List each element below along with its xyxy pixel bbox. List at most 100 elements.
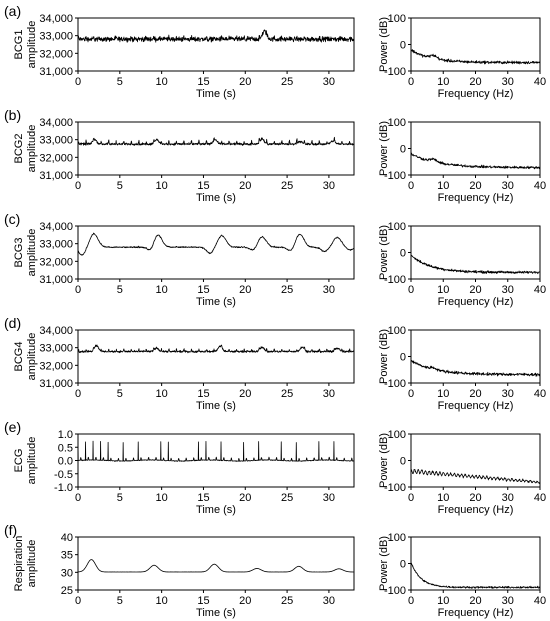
time-x-axis-label: Time (s) [196, 607, 236, 619]
spectrum-plot-frame [410, 329, 541, 384]
time-x-tick-label: 15 [197, 284, 209, 296]
panel-a: (a) 0 5 10 15 20 25 30 31,000 32,000 33,000 34,000 T… [4, 3, 546, 100]
panel-e: (e) 0 5 10 15 20 25 30 -1.0-0.50.0 0.51.0 Time (s)… [4, 419, 546, 516]
spectrum-x-tick-label: 10 [437, 388, 449, 400]
spectrum-x-axis-label: Frequency (Hz) [438, 296, 514, 308]
time-x-axis-label: Time (s) [196, 296, 236, 308]
panel-f: (f) 0 5 10 15 20 25 30 25 30 35 40 Time (s) Respirati… [4, 522, 546, 619]
time-y-axis-label: ECG [13, 449, 25, 473]
time-y-tick-label: 33,000 [39, 135, 73, 147]
time-plot-frame [77, 329, 355, 384]
time-y-tick-label: 33,000 [39, 239, 73, 251]
time-x-tick-label: 30 [323, 76, 335, 88]
time-y-tick-label: 34,000 [39, 13, 73, 25]
time-x-tick-label: 5 [117, 76, 123, 88]
time-signal-line [77, 29, 355, 43]
spectrum-y-tick-label: -100 [384, 274, 406, 286]
time-x-tick-label: 10 [156, 180, 168, 192]
power-spectrum-line [410, 562, 541, 589]
time-x-tick-label: 15 [197, 492, 209, 504]
time-y-tick-label: 31,000 [39, 66, 73, 78]
spectrum-x-axis-label: Frequency (Hz) [438, 400, 514, 412]
time-y-axis-label: amplitude [26, 333, 38, 381]
panel-c: (c) 0 5 10 15 20 25 30 31,000 32,000 33,000 34,000 T… [4, 211, 546, 308]
time-x-tick-label: 10 [156, 492, 168, 504]
spectrum-x-tick-label: 10 [437, 492, 449, 504]
time-x-tick-label: 15 [197, 595, 209, 607]
time-plot-frame [77, 121, 355, 176]
spectrum-plot-frame [410, 433, 541, 488]
spectrum-x-axis-label: Frequency (Hz) [438, 504, 514, 516]
spectrum-x-tick-label: 30 [502, 388, 514, 400]
time-y-axis-label: Respiration [13, 536, 25, 592]
time-x-tick-label: 15 [197, 180, 209, 192]
spectrum-x-axis-label: Frequency (Hz) [438, 88, 514, 100]
time-x-tick-label: 10 [156, 595, 168, 607]
spectrum-x-tick-label: 30 [502, 76, 514, 88]
time-x-tick-label: 0 [75, 180, 81, 192]
time-x-tick-label: 10 [156, 388, 168, 400]
spectrum-x-tick-label: 0 [408, 284, 414, 296]
spectrum-y-tick-label: 0 [400, 40, 406, 52]
spectrum-y-axis-label: Power (dB) [378, 17, 390, 72]
time-x-tick-label: 0 [75, 388, 81, 400]
time-y-tick-label: 32,000 [39, 256, 73, 268]
panel-letter: (c) [4, 211, 20, 227]
spectrum-x-tick-label: 20 [469, 284, 481, 296]
panel-letter: (d) [4, 315, 21, 331]
time-y-axis-label: amplitude [26, 540, 38, 588]
time-y-axis-label: amplitude [26, 229, 38, 277]
time-plot-frame [77, 17, 355, 72]
spectrum-x-tick-label: 20 [469, 492, 481, 504]
time-y-tick-label: 32,000 [39, 360, 73, 372]
time-x-tick-label: 5 [117, 492, 123, 504]
spectrum-y-tick-label: 0 [400, 456, 406, 468]
spectrum-y-tick-label: -100 [384, 66, 406, 78]
spectrum-plot-frame [410, 536, 541, 591]
spectrum-x-tick-label: 0 [408, 76, 414, 88]
time-y-axis-label: BCG4 [13, 342, 25, 372]
time-signal-line [77, 344, 355, 354]
power-spectrum-line [410, 49, 541, 65]
spectrum-y-axis-label: Power (dB) [378, 433, 390, 488]
time-x-tick-label: 30 [323, 284, 335, 296]
time-y-axis-label: BCG2 [13, 134, 25, 164]
spectrum-x-tick-label: 30 [502, 180, 514, 192]
time-x-axis-label: Time (s) [196, 88, 236, 100]
spectrum-y-tick-label: 0 [400, 352, 406, 364]
spectrum-y-tick-label: -100 [384, 170, 406, 182]
time-signal-line [77, 559, 355, 573]
time-x-axis-label: Time (s) [196, 192, 236, 204]
spectrum-x-tick-label: 40 [534, 388, 546, 400]
time-y-tick-label: 34,000 [39, 117, 73, 129]
time-x-tick-label: 25 [281, 180, 293, 192]
spectrum-x-tick-label: 0 [408, 492, 414, 504]
time-x-tick-label: 0 [75, 492, 81, 504]
spectrum-x-tick-label: 0 [408, 388, 414, 400]
spectrum-x-tick-label: 30 [502, 284, 514, 296]
power-spectrum-line [410, 359, 541, 377]
time-x-tick-label: 20 [239, 595, 251, 607]
spectrum-x-tick-label: 20 [469, 595, 481, 607]
time-x-tick-label: 25 [281, 388, 293, 400]
spectrum-x-tick-label: 30 [502, 595, 514, 607]
time-y-tick-label: 25 [61, 585, 73, 597]
time-y-tick-label: 33,000 [39, 31, 73, 43]
power-spectrum-line [410, 254, 541, 275]
time-x-axis-label: Time (s) [196, 400, 236, 412]
spectrum-x-tick-label: 40 [534, 76, 546, 88]
spectrum-x-tick-label: 10 [437, 595, 449, 607]
spectrum-y-axis-label: Power (dB) [378, 536, 390, 591]
time-y-axis-label: BCG3 [13, 238, 25, 268]
panel-letter: (f) [4, 522, 17, 538]
spectrum-x-axis-label: Frequency (Hz) [438, 192, 514, 204]
spectrum-x-tick-label: 40 [534, 595, 546, 607]
time-x-tick-label: 25 [281, 492, 293, 504]
time-y-axis-label: amplitude [26, 21, 38, 69]
panel-letter: (b) [4, 107, 21, 123]
spectrum-x-tick-label: 10 [437, 76, 449, 88]
time-x-tick-label: 25 [281, 76, 293, 88]
panel-letter: (e) [4, 419, 21, 435]
time-x-tick-label: 20 [239, 492, 251, 504]
